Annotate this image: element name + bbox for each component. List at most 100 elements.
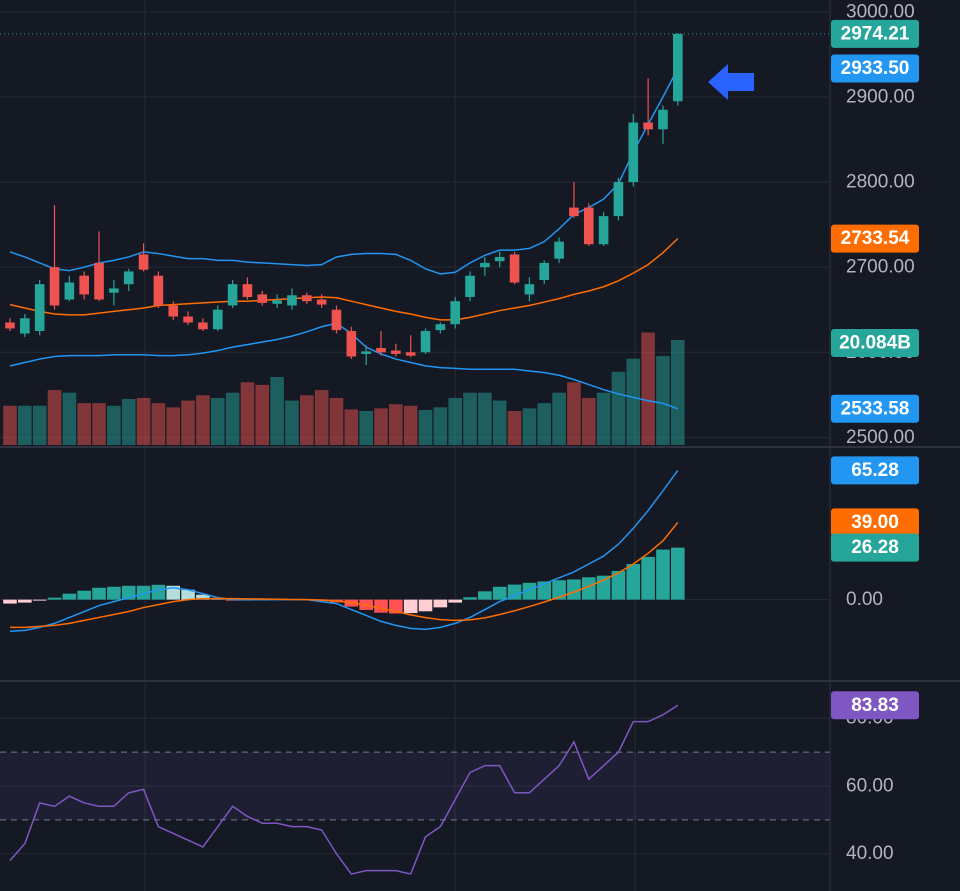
candle-body bbox=[613, 182, 624, 217]
histogram-bar bbox=[403, 599, 418, 614]
candle-body bbox=[123, 271, 134, 285]
histogram-bar bbox=[567, 579, 581, 600]
price-badge: 2933.50 bbox=[831, 54, 919, 83]
candle-body bbox=[465, 275, 475, 297]
volume-bar bbox=[225, 392, 240, 445]
histogram-bar bbox=[3, 599, 17, 604]
volume-bar bbox=[47, 390, 62, 445]
price-badge: 39.00 bbox=[831, 508, 919, 537]
histogram-bar bbox=[463, 597, 477, 600]
axis-layer: 2500.002600.002700.002800.002900.003000.… bbox=[831, 1, 919, 864]
candle-body bbox=[272, 300, 282, 304]
badge-label: 2533.58 bbox=[841, 398, 910, 419]
candle-body bbox=[257, 294, 268, 303]
volume-bar bbox=[626, 358, 641, 445]
volume-bar bbox=[448, 397, 462, 445]
volume-bar bbox=[344, 409, 359, 445]
badge-label: 26.28 bbox=[851, 537, 899, 558]
y-tick-label: 3000.00 bbox=[846, 1, 915, 22]
badge-box bbox=[831, 456, 919, 485]
price-badge: 2733.54 bbox=[831, 224, 919, 253]
badge-box bbox=[831, 224, 919, 253]
plot-layer bbox=[0, 33, 830, 875]
badge-label: 2933.50 bbox=[841, 58, 910, 79]
volume-bar bbox=[18, 405, 32, 445]
candle-body bbox=[331, 309, 342, 331]
candle-body bbox=[494, 256, 505, 262]
histogram-bar bbox=[418, 599, 433, 612]
histogram-bar bbox=[671, 547, 685, 600]
volume-bar bbox=[121, 398, 136, 445]
badge-box bbox=[831, 508, 919, 537]
volume-bar bbox=[641, 332, 655, 445]
volume-bar bbox=[107, 405, 121, 445]
indicator-line bbox=[10, 521, 679, 629]
candle-body bbox=[598, 216, 609, 245]
candle-body bbox=[198, 322, 208, 330]
candle-body bbox=[658, 109, 668, 130]
volume-bar bbox=[433, 407, 448, 445]
volume-bar bbox=[136, 397, 151, 445]
histogram-bar bbox=[151, 584, 166, 600]
histogram-bar bbox=[62, 593, 77, 600]
candle-body bbox=[435, 324, 446, 331]
volume-bar bbox=[418, 409, 433, 445]
price-badge: 2974.21 bbox=[831, 19, 919, 48]
candle-body bbox=[49, 267, 60, 306]
volume-bar bbox=[656, 356, 670, 445]
histogram-bar bbox=[47, 597, 62, 600]
indicator-line bbox=[9, 469, 679, 633]
price-badge: 65.28 bbox=[831, 456, 919, 485]
volume-bar bbox=[62, 392, 77, 445]
histogram-bar bbox=[492, 586, 507, 600]
candle-body bbox=[643, 122, 653, 130]
badge-label: 65.28 bbox=[851, 460, 899, 481]
volume-bar bbox=[403, 405, 418, 445]
candle-body bbox=[376, 348, 386, 353]
histogram-bar bbox=[210, 598, 225, 600]
histogram-bar bbox=[92, 587, 106, 600]
histogram-bar bbox=[581, 577, 596, 600]
volume-bar bbox=[478, 392, 492, 445]
candle-body bbox=[509, 254, 520, 283]
histogram-bar bbox=[656, 549, 670, 600]
candle-body bbox=[391, 350, 401, 354]
volume-bar bbox=[611, 371, 626, 445]
volume-bar bbox=[389, 404, 403, 445]
candle-body bbox=[5, 322, 15, 329]
histogram-bar bbox=[537, 581, 552, 600]
histogram-bar bbox=[448, 599, 462, 603]
candle-body bbox=[79, 275, 89, 295]
histogram-bar bbox=[433, 599, 448, 608]
badge-label: 2733.54 bbox=[841, 228, 910, 249]
price-badge: 83.83 bbox=[831, 691, 919, 720]
badge-box bbox=[831, 394, 919, 423]
volume-bar bbox=[537, 403, 552, 445]
candle-body bbox=[109, 288, 119, 293]
badge-box bbox=[831, 328, 919, 357]
candle-body bbox=[524, 284, 535, 295]
candle-body bbox=[554, 241, 564, 259]
volume-bar bbox=[329, 397, 344, 445]
candle-body bbox=[242, 284, 253, 297]
volume-bar bbox=[552, 392, 566, 445]
histogram-bar bbox=[32, 599, 47, 601]
badge-box bbox=[831, 54, 919, 83]
histogram-bar bbox=[507, 584, 522, 600]
volume-bar bbox=[596, 392, 611, 445]
y-tick-label: 2700.00 bbox=[846, 257, 915, 278]
histogram-bar bbox=[611, 570, 626, 600]
candle-body bbox=[420, 330, 431, 353]
volume-bar bbox=[210, 397, 225, 445]
candle-body bbox=[361, 351, 371, 354]
volume-bar bbox=[32, 405, 47, 445]
histogram-bar bbox=[166, 585, 181, 600]
histogram-bar bbox=[552, 580, 566, 600]
histogram-bar bbox=[77, 590, 91, 600]
volume-bar bbox=[359, 411, 373, 445]
histogram-bar bbox=[641, 556, 655, 600]
candle-body bbox=[287, 295, 297, 306]
candle-body bbox=[673, 33, 683, 102]
volume-bar bbox=[240, 382, 255, 445]
badge-label: 20.084B bbox=[839, 332, 911, 353]
